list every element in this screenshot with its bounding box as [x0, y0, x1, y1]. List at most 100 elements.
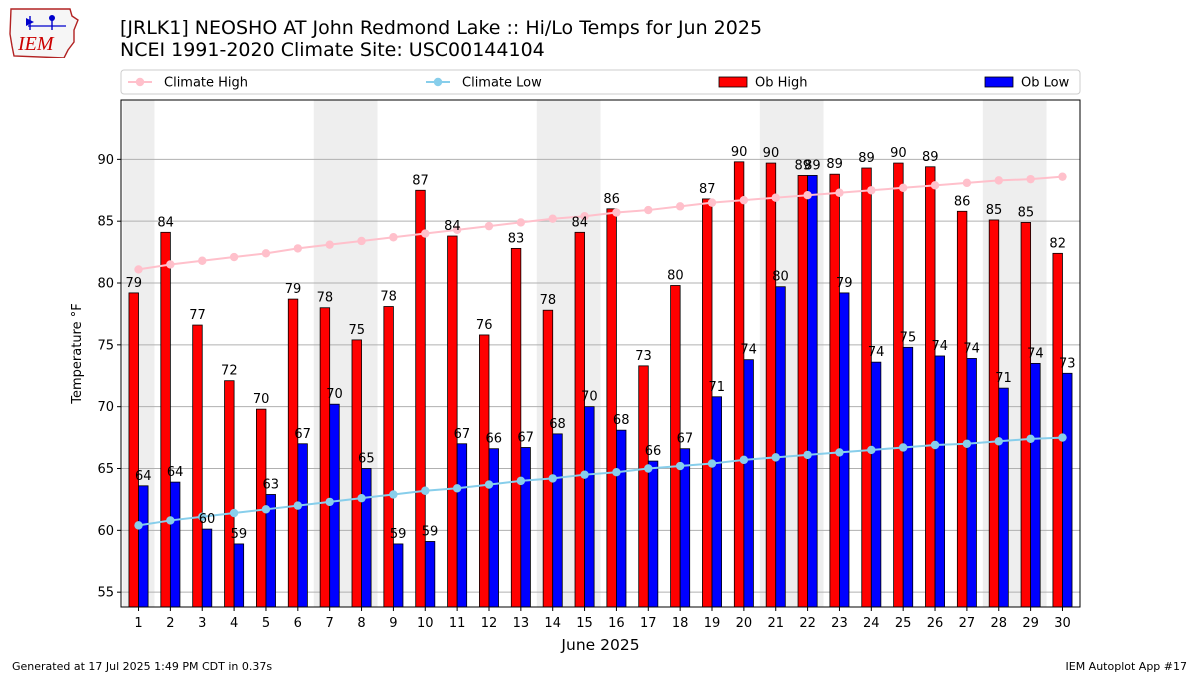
x-tick-label: 11	[449, 616, 466, 631]
y-axis-label: Temperature °F	[70, 303, 85, 404]
ob-low-value-label: 74	[1027, 346, 1044, 361]
ob-high-bar	[128, 292, 139, 608]
ob-high-bar	[287, 298, 299, 608]
climate-low-point	[261, 505, 271, 514]
iem-logo: IEM	[9, 8, 79, 58]
ob-high-value-label: 90	[890, 146, 907, 161]
ob-low-bar	[1030, 362, 1041, 608]
climate-low-point	[994, 437, 1003, 446]
ob-low-value-label: 79	[836, 276, 853, 291]
climate-low-point	[930, 440, 940, 450]
ob-low-bar	[743, 359, 754, 608]
ob-high-value-label: 72	[221, 364, 238, 379]
legend-climate-low-label: Climate Low	[462, 76, 542, 91]
ob-high-value-label: 85	[986, 203, 1003, 218]
ob-high-value-label: 77	[189, 308, 206, 323]
y-tick-label: 75	[97, 338, 114, 353]
x-tick-label: 1	[134, 616, 142, 631]
y-tick-label: 70	[97, 400, 114, 415]
ob-low-value-label: 74	[963, 341, 980, 356]
ob-high-value-label: 73	[635, 349, 652, 364]
ob-low-value-label: 59	[390, 527, 407, 542]
ob-low-value-label: 63	[262, 477, 279, 492]
y-tick-label: 60	[97, 524, 114, 539]
ob-low-bar	[393, 543, 404, 608]
climate-high-point	[675, 202, 685, 211]
ob-high-bar	[383, 306, 394, 608]
ob-high-value-label: 87	[412, 173, 429, 188]
climate-low-point	[1026, 434, 1035, 444]
legend-ob-low-swatch	[984, 76, 1014, 88]
ob-low-value-label: 59	[422, 524, 439, 539]
ob-high-bar	[893, 162, 904, 608]
climate-high-point	[484, 221, 494, 231]
ob-high-value-label: 82	[1049, 236, 1066, 251]
ob-low-value-label: 64	[167, 465, 184, 480]
ob-high-bar	[319, 307, 331, 608]
ob-high-bar	[988, 219, 1000, 608]
ob-low-bar	[775, 286, 786, 608]
ob-high-bar	[638, 365, 649, 608]
ob-low-bar	[138, 485, 149, 608]
ob-low-bar	[169, 481, 181, 608]
climate-low-point	[612, 468, 621, 477]
legend-ob-high-swatch	[718, 76, 748, 88]
ob-low-value-label: 64	[135, 469, 152, 484]
ob-low-value-label: 66	[485, 432, 502, 447]
x-axis-label: June 2025	[560, 636, 639, 654]
climate-low-point	[293, 501, 303, 510]
ob-high-bar	[415, 189, 426, 608]
ob-low-value-label: 60	[199, 512, 216, 527]
x-tick-label: 21	[767, 616, 784, 631]
ob-low-value-label: 70	[581, 390, 598, 405]
legend-box	[120, 69, 1081, 95]
x-tick-label: 16	[608, 616, 625, 631]
x-tick-label: 28	[990, 616, 1007, 631]
climate-low-point	[707, 459, 717, 468]
ob-high-bar	[542, 309, 554, 608]
ob-low-value-label: 67	[517, 430, 534, 445]
ob-high-bar	[956, 210, 968, 608]
legend-climate-high-label: Climate High	[164, 76, 248, 91]
climate-high-point	[1026, 174, 1035, 184]
climate-low-line	[138, 436, 1063, 527]
climate-high-point	[198, 256, 207, 265]
climate-high-point	[293, 244, 303, 253]
climate-high-point	[930, 181, 940, 190]
ob-high-value-label: 84	[572, 215, 589, 230]
climate-high-point	[229, 252, 239, 262]
x-tick-label: 19	[704, 616, 721, 631]
x-tick-label: 18	[672, 616, 689, 631]
climate-high-point	[994, 176, 1003, 185]
climate-low-point	[962, 439, 972, 448]
app-credit: IEM Autoplot App #17	[1065, 660, 1188, 673]
x-tick-label: 29	[1022, 616, 1039, 631]
climate-low-point	[421, 486, 430, 495]
ob-high-value-label: 78	[380, 290, 397, 305]
x-tick-label: 6	[294, 616, 302, 631]
climate-high-point	[898, 183, 908, 192]
x-tick-label: 13	[513, 616, 530, 631]
ob-low-bar	[424, 541, 436, 608]
climate-high-point	[1058, 172, 1067, 181]
ob-high-bar	[765, 162, 777, 608]
x-tick-label: 20	[736, 616, 753, 631]
ob-high-value-label: 89	[922, 150, 939, 165]
climate-low-point	[867, 445, 876, 455]
ob-low-value-label: 70	[326, 387, 343, 402]
ob-high-value-label: 78	[540, 293, 557, 308]
ob-high-bar	[351, 339, 362, 608]
ob-low-bar	[616, 429, 627, 608]
ob-low-value-label: 66	[645, 444, 662, 459]
ob-high-value-label: 78	[317, 291, 334, 306]
x-tick-label: 30	[1054, 616, 1071, 631]
x-tick-label: 15	[576, 616, 593, 631]
climate-high-point	[835, 188, 844, 197]
chart-title: [JRLK1] NEOSHO AT John Redmond Lake :: H…	[120, 17, 763, 39]
ob-high-value-label: 87	[699, 182, 716, 197]
climate-high-point	[421, 229, 430, 238]
ob-low-value-label: 67	[454, 427, 471, 442]
ob-high-bar	[1052, 252, 1063, 608]
x-tick-label: 14	[544, 616, 561, 631]
